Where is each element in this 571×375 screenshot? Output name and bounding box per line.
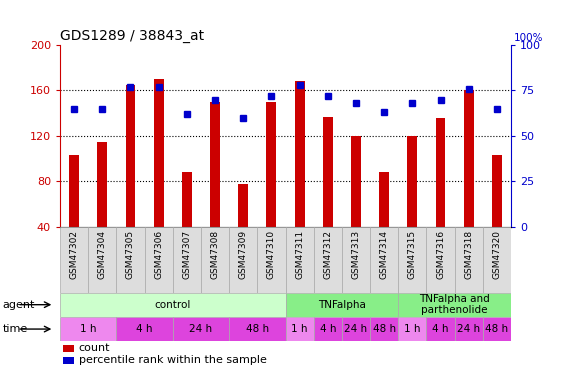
Bar [201,227,229,292]
Text: GSM47316: GSM47316 [436,230,445,279]
Bar [399,292,511,317]
Text: 4 h: 4 h [432,324,449,334]
Text: 4 h: 4 h [136,324,153,334]
Bar [258,227,286,292]
Bar [116,227,144,292]
Text: GSM47320: GSM47320 [492,230,501,279]
Bar [455,227,483,292]
Text: TNFalpha and
parthenolide: TNFalpha and parthenolide [419,294,490,315]
Bar [313,317,342,341]
Text: GDS1289 / 38843_at: GDS1289 / 38843_at [60,28,204,43]
Bar [370,317,399,341]
Bar [60,292,286,317]
Bar [408,136,417,272]
Bar [295,81,304,272]
Bar [63,357,74,364]
Text: GSM47304: GSM47304 [98,230,107,279]
Bar [182,172,192,272]
Bar [144,227,173,292]
Text: GSM47313: GSM47313 [352,230,360,279]
Text: control: control [155,300,191,310]
Bar [286,227,313,292]
Text: TNFalpha: TNFalpha [318,300,366,310]
Bar [229,317,286,341]
Text: 24 h: 24 h [457,324,480,334]
Bar [229,227,258,292]
Text: GSM47308: GSM47308 [211,230,219,279]
Bar [60,227,88,292]
Text: GSM47315: GSM47315 [408,230,417,279]
Text: 48 h: 48 h [373,324,396,334]
Bar [427,227,455,292]
Bar [427,317,455,341]
Bar [116,317,173,341]
Bar [436,118,445,272]
Text: count: count [78,344,110,354]
Text: GSM47302: GSM47302 [70,230,79,279]
Bar [69,155,79,272]
Text: 1 h: 1 h [404,324,421,334]
Bar [97,142,107,272]
Bar [464,90,474,272]
Bar [154,79,163,272]
Text: GSM47309: GSM47309 [239,230,248,279]
Bar [126,85,135,272]
Text: 48 h: 48 h [246,324,269,334]
Bar [173,317,229,341]
Bar [370,227,399,292]
Bar [455,317,483,341]
Text: 4 h: 4 h [320,324,336,334]
Bar [286,292,399,317]
Text: 100%: 100% [514,33,544,43]
Text: GSM47307: GSM47307 [182,230,191,279]
Bar [492,155,502,272]
Bar [379,172,389,272]
Text: GSM47311: GSM47311 [295,230,304,279]
Text: 48 h: 48 h [485,324,509,334]
Text: GSM47318: GSM47318 [464,230,473,279]
Text: percentile rank within the sample: percentile rank within the sample [78,356,267,366]
Bar [342,227,370,292]
Bar [267,102,276,272]
Bar [399,227,427,292]
Bar [313,227,342,292]
Bar [88,227,116,292]
Bar [173,227,201,292]
Text: GSM47310: GSM47310 [267,230,276,279]
Text: 1 h: 1 h [80,324,96,334]
Bar [60,317,116,341]
Bar [483,227,511,292]
Text: GSM47312: GSM47312 [323,230,332,279]
Text: 24 h: 24 h [344,324,368,334]
Bar [351,136,361,272]
Bar [238,184,248,272]
Text: GSM47306: GSM47306 [154,230,163,279]
Bar [210,102,220,272]
Text: GSM47305: GSM47305 [126,230,135,279]
Text: GSM47314: GSM47314 [380,230,389,279]
Bar [323,117,333,272]
Text: 1 h: 1 h [291,324,308,334]
Bar [399,317,427,341]
Text: 24 h: 24 h [190,324,212,334]
Text: time: time [3,324,28,334]
Text: agent: agent [3,300,35,310]
Bar [286,317,313,341]
Bar [63,345,74,352]
Bar [342,317,370,341]
Bar [483,317,511,341]
